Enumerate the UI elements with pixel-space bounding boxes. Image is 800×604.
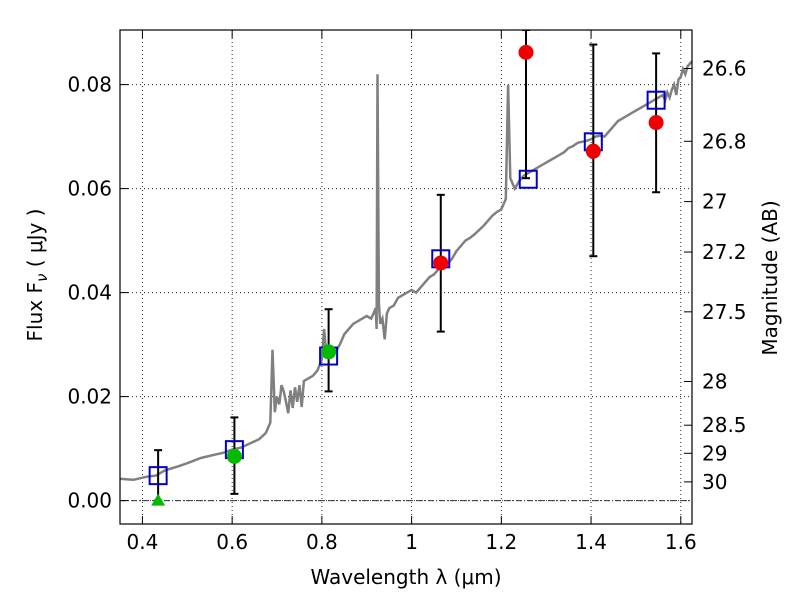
model-photometry-square bbox=[148, 466, 168, 486]
detection-point-green bbox=[321, 344, 337, 360]
x-axis-ticks: 0.4 0.6 0.8 1 1.2 1.4 1.6 bbox=[127, 30, 697, 554]
y-axis-label-unit: ( μJy ) bbox=[23, 209, 47, 274]
y-tick-label: 0.06 bbox=[67, 177, 112, 201]
magnitude-tick-label: 27.2 bbox=[702, 240, 747, 264]
magnitude-axis-label: Magnitude (AB) bbox=[758, 200, 782, 355]
magnitude-tick-label: 26.6 bbox=[702, 56, 747, 80]
detection-point-green bbox=[226, 448, 242, 464]
plot-border bbox=[119, 29, 693, 525]
detection-point-red bbox=[433, 255, 449, 271]
upper-limit-triangle bbox=[151, 493, 166, 506]
model-spectrum bbox=[120, 60, 692, 482]
x-tick-label: 0.6 bbox=[216, 530, 248, 554]
magnitude-tick-label: 30 bbox=[702, 470, 727, 494]
y-tick-label: 0.00 bbox=[67, 489, 112, 513]
magnitude-tick-label: 27 bbox=[702, 190, 727, 214]
x-tick-label: 1.6 bbox=[665, 530, 697, 554]
detection-point-red bbox=[585, 143, 601, 159]
y-axis-label-main: Flux F bbox=[23, 282, 47, 341]
magnitude-axis-ticks: 26.6 26.8 27 27.2 27.5 28 28.5 29 30 bbox=[684, 56, 747, 494]
y-axis-ticks: 0.00 0.02 0.04 0.06 0.08 bbox=[67, 73, 128, 513]
x-tick-label: 1 bbox=[405, 530, 418, 554]
gridlines bbox=[120, 30, 692, 524]
observed-photometry-points bbox=[151, 44, 664, 506]
detection-point-red bbox=[648, 115, 664, 131]
x-tick-label: 1.4 bbox=[575, 530, 607, 554]
magnitude-tick-label: 28 bbox=[702, 370, 727, 394]
magnitude-tick-label: 27.5 bbox=[702, 300, 747, 324]
magnitude-tick-label: 28.5 bbox=[702, 413, 747, 437]
x-axis-label: Wavelength λ (μm) bbox=[310, 565, 501, 589]
y-tick-label: 0.08 bbox=[67, 73, 112, 97]
model-photometry-square bbox=[518, 169, 538, 189]
x-tick-label: 1.2 bbox=[485, 530, 517, 554]
y-axis-label: Flux Fν ( μJy ) bbox=[23, 209, 51, 342]
x-tick-label: 0.4 bbox=[127, 530, 159, 554]
model-spectrum-line bbox=[120, 60, 692, 482]
errorbars bbox=[154, 30, 661, 502]
y-axis-label-subscript: ν bbox=[33, 274, 51, 282]
x-tick-label: 0.8 bbox=[306, 530, 338, 554]
plot-frame bbox=[119, 29, 693, 525]
y-tick-label: 0.02 bbox=[67, 385, 112, 409]
y-tick-label: 0.04 bbox=[67, 281, 112, 305]
magnitude-tick-label: 29 bbox=[702, 441, 727, 465]
detection-point-red bbox=[518, 44, 534, 60]
magnitude-tick-label: 26.8 bbox=[702, 129, 747, 153]
model-photometry-square bbox=[646, 90, 666, 110]
